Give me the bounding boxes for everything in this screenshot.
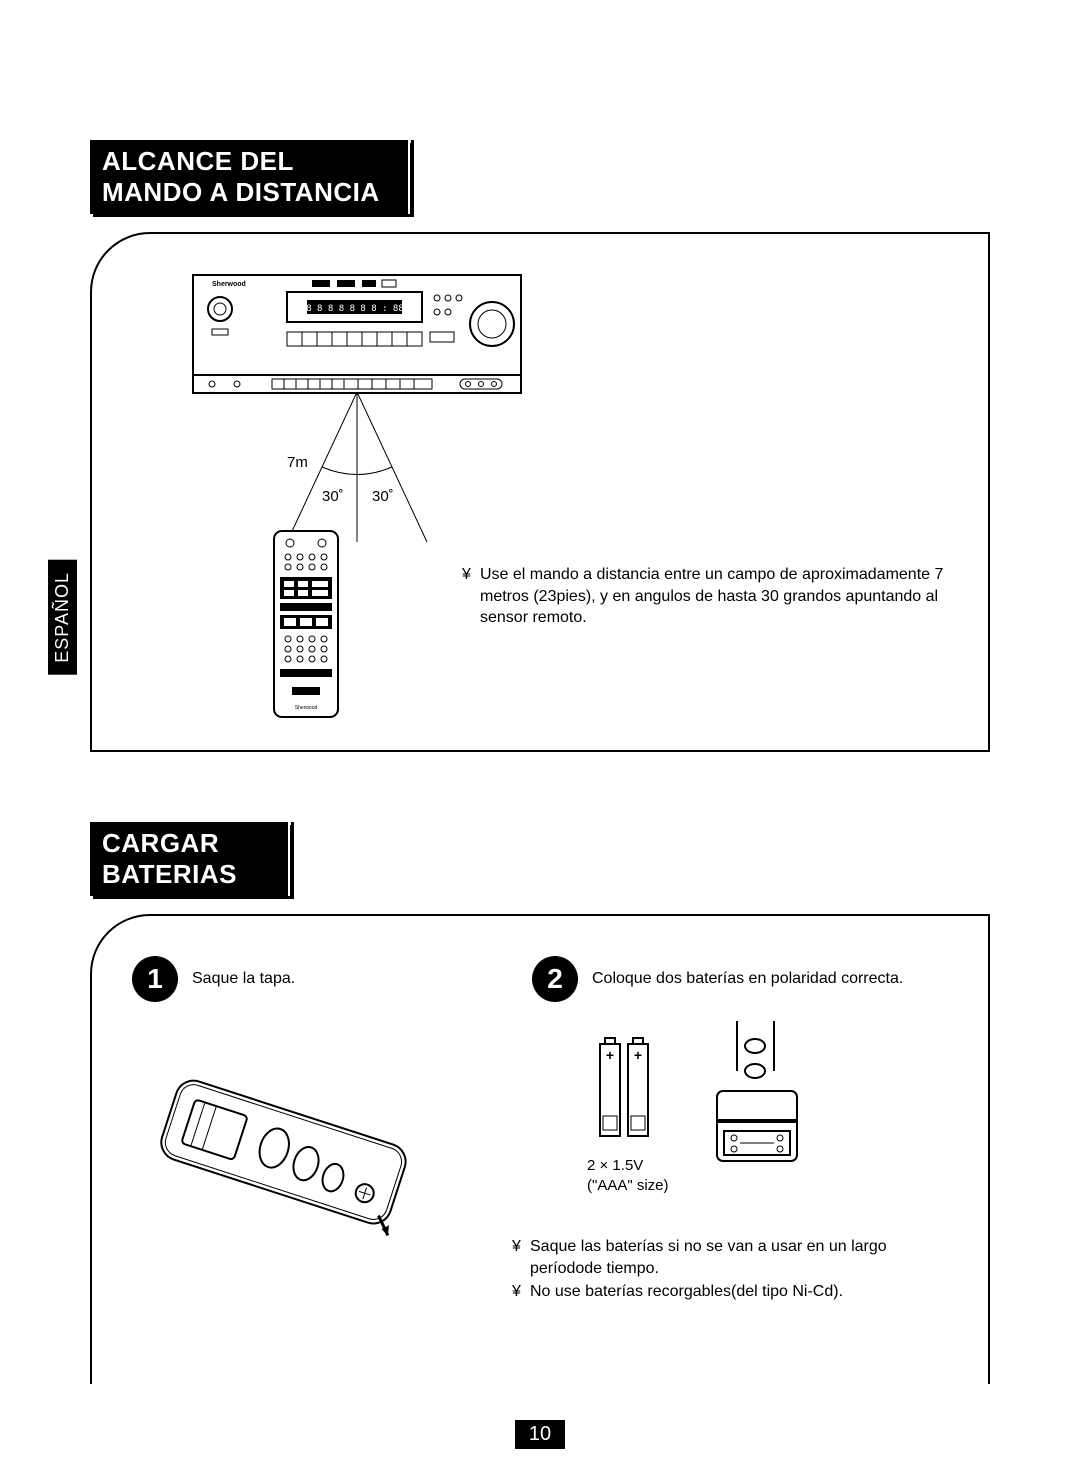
remote-back-illustration [152, 1066, 472, 1236]
range-angle-left: 30˚ [322, 488, 344, 505]
language-tab: ESPAÑOL [48, 560, 77, 675]
step1: 1 Saque la tapa. [132, 956, 295, 1002]
batteries-illustration: + + [592, 1036, 662, 1146]
range-distance: 7m [287, 454, 308, 471]
section1-title: ALCANCE DEL MANDO A DISTANCIA [90, 140, 410, 214]
range-angle-right: 30˚ [372, 488, 394, 505]
section1-instruction: ¥ Use el mando a distancia entre un camp… [462, 564, 952, 629]
section1-panel: 8 8 8 8 8 8 8 : 88 [90, 232, 990, 752]
section2-title: CARGAR BATERIAS [90, 822, 290, 896]
svg-text:8 8 8 8 8 8 8 : 88: 8 8 8 8 8 8 8 : 88 [306, 304, 404, 314]
remote-illustration: Sherwood [272, 529, 340, 719]
svg-text:Sherwood: Sherwood [295, 705, 318, 711]
section2-panel: 1 Saque la tapa. 2 Coloque dos baterías … [90, 914, 990, 1384]
bullet-symbol: ¥ [462, 564, 480, 629]
section2-notes: ¥ Saque las baterías si no se van a usar… [512, 1236, 962, 1303]
battery-cover-illustration [702, 1021, 822, 1191]
step2-text: Coloque dos baterías en polaridad correc… [592, 970, 903, 988]
page-content: ALCANCE DEL MANDO A DISTANCIA 8 8 8 8 8 … [90, 140, 990, 1384]
bullet-symbol: ¥ [512, 1236, 530, 1281]
battery-spec-line2: ("AAA" size) [587, 1177, 669, 1194]
note1-text: Saque las baterías si no se van a usar e… [530, 1236, 962, 1281]
note2-text: No use baterías recorgables(del tipo Ni-… [530, 1281, 843, 1303]
step1-text: Saque la tapa. [192, 970, 295, 988]
step2-badge: 2 [532, 956, 578, 1002]
battery-spec-line1: 2 × 1.5V [587, 1157, 643, 1174]
page-number: 10 [515, 1420, 565, 1449]
bullet-symbol: ¥ [512, 1281, 530, 1303]
svg-text:+: + [634, 1047, 642, 1063]
instruction-text: Use el mando a distancia entre un campo … [480, 564, 952, 629]
svg-text:Sherwood: Sherwood [212, 281, 246, 288]
step2: 2 Coloque dos baterías en polaridad corr… [532, 956, 903, 1002]
step1-badge: 1 [132, 956, 178, 1002]
receiver-illustration: 8 8 8 8 8 8 8 : 88 [192, 274, 522, 394]
svg-text:+: + [606, 1047, 614, 1063]
battery-spec: 2 × 1.5V ("AAA" size) [587, 1156, 669, 1195]
